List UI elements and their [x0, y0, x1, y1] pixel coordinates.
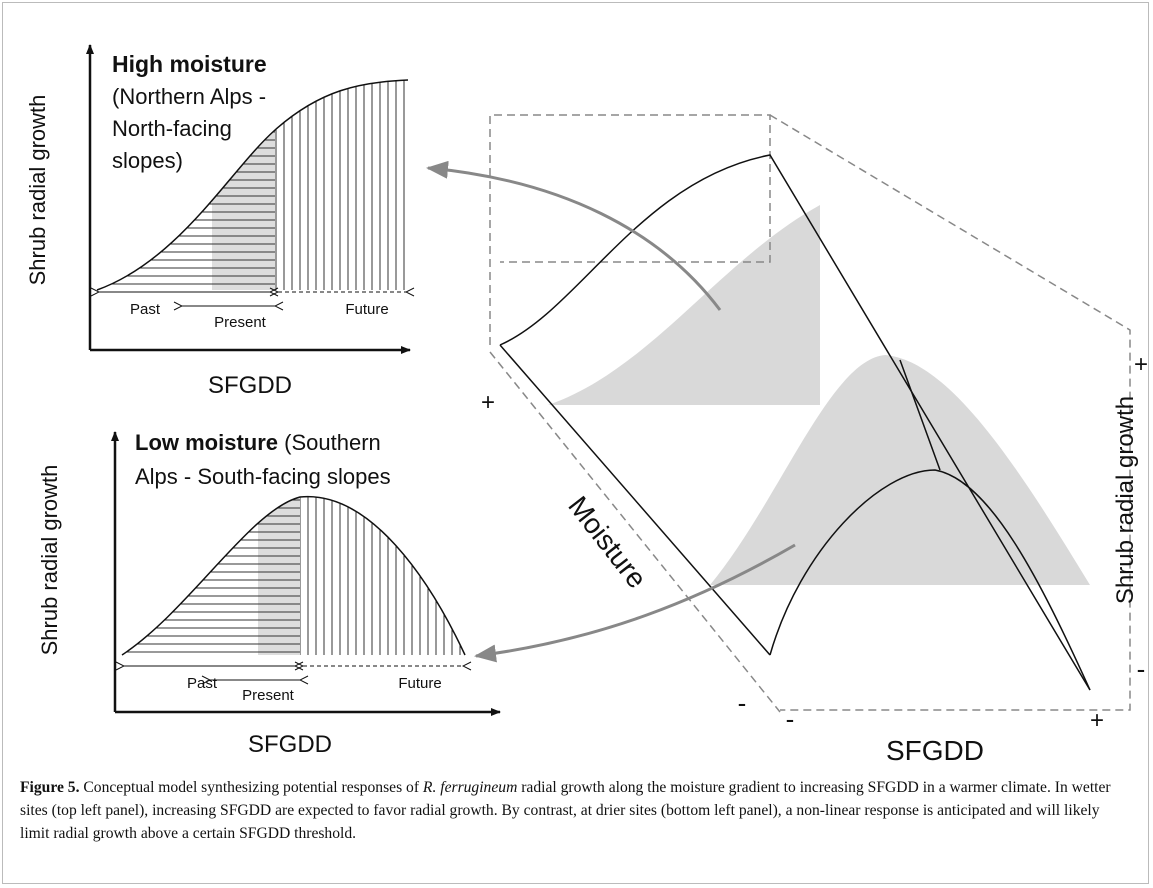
panel-subtitle: (Northern Alps -	[112, 84, 266, 109]
low-moisture-panel: Shrub radial growth Low moisture (Southe…	[37, 430, 501, 758]
period-label: Present	[214, 314, 267, 331]
moisture-plus: +	[481, 389, 495, 416]
y-label: Shrub radial growth	[25, 95, 50, 286]
panel-subtitle: (Southern	[284, 430, 381, 455]
gradient-diagram: + Moisture - - SFGDD + Shrub radial grow…	[426, 114, 1148, 766]
period-label: Past	[130, 301, 161, 318]
high-moisture-shade	[548, 205, 820, 405]
link-arrow	[474, 543, 796, 663]
response-surface	[499, 154, 1091, 691]
period-label: Past	[187, 675, 218, 692]
figure: Shrub radial growth High moisture (North…	[25, 44, 1148, 766]
panel-title: High moisture	[112, 51, 267, 77]
caption-species: R. ferrugineum	[422, 779, 518, 796]
period-label: Future	[345, 301, 388, 318]
x-label: SFGDD	[248, 731, 332, 758]
panel-title: Low moisture	[135, 430, 278, 455]
panel-title-line: Low moisture (Southern	[135, 430, 381, 455]
growth-label: Shrub radial growth	[1112, 396, 1139, 604]
sfgdd-label: SFGDD	[886, 735, 984, 766]
link-arrow	[426, 160, 722, 311]
high-moisture-panel: Shrub radial growth High moisture (North…	[25, 44, 410, 399]
sfgdd-minus: -	[786, 704, 795, 734]
growth-minus: -	[1137, 654, 1146, 684]
moisture-minus: -	[738, 688, 747, 718]
y-label: Shrub radial growth	[37, 465, 62, 656]
panel-subtitle: slopes)	[112, 148, 183, 173]
future-hatch	[275, 80, 408, 290]
caption-label: Figure 5.	[20, 779, 80, 796]
period-label: Present	[242, 687, 295, 704]
caption-text: radial growth along the moisture gradien…	[20, 779, 1115, 842]
growth-plus: +	[1134, 351, 1148, 378]
future-hatch	[300, 496, 465, 655]
growth-curve	[96, 79, 409, 291]
axes-box	[489, 114, 1131, 713]
panel-subtitle: North-facing	[112, 116, 232, 141]
sfgdd-plus: +	[1090, 707, 1104, 734]
period-label: Future	[398, 675, 441, 692]
low-moisture-shade	[710, 355, 1090, 585]
past-hatch	[122, 496, 300, 655]
figure-caption: Figure 5. Conceptual model synthesizing …	[20, 776, 1130, 845]
growth-curve	[121, 495, 466, 656]
panel-subtitle: Alps - South-facing slopes	[135, 464, 391, 489]
x-label: SFGDD	[208, 372, 292, 399]
caption-text: Conceptual model synthesizing potential …	[83, 779, 423, 796]
